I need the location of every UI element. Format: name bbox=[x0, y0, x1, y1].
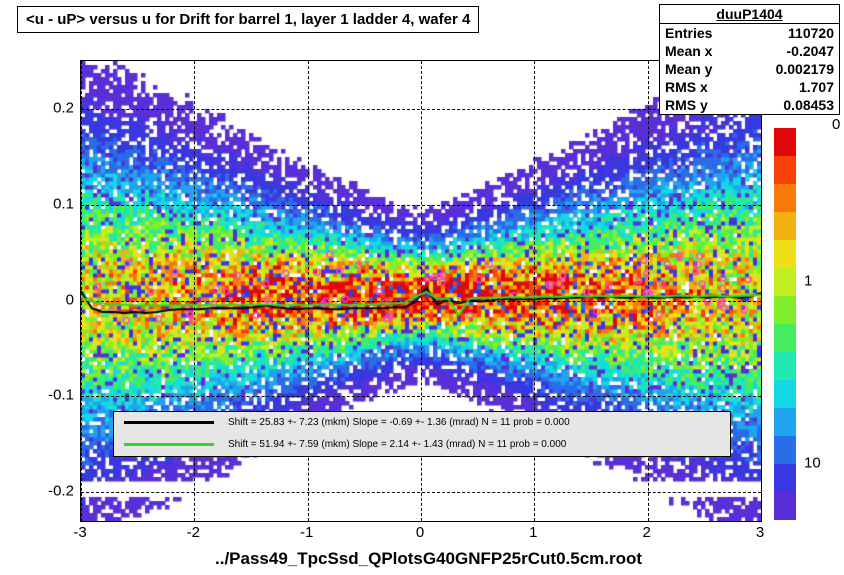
colorbar-segment bbox=[774, 128, 796, 156]
colorbar-segment bbox=[774, 324, 796, 352]
legend-text: Shift = 25.83 +- 7.23 (mkm) Slope = -0.6… bbox=[228, 417, 570, 428]
grid-hline bbox=[81, 492, 761, 493]
legend-line-swatch bbox=[124, 421, 214, 424]
colorbar-segment bbox=[774, 212, 796, 240]
stats-box: duuP1404 Entries110720Mean x-0.2047Mean … bbox=[659, 4, 840, 115]
colorbar-segment bbox=[774, 492, 796, 520]
colorbar-segment bbox=[774, 436, 796, 464]
x-tick-label: -1 bbox=[300, 524, 313, 541]
fit-legend: Shift = 25.83 +- 7.23 (mkm) Slope = -0.6… bbox=[113, 411, 731, 457]
plot-title: <u - uP> versus u for Drift for barrel 1… bbox=[17, 6, 479, 33]
z-tick-label: 1 bbox=[804, 272, 812, 289]
z-colorbar bbox=[774, 128, 796, 520]
x-tick-label: 0 bbox=[416, 524, 424, 541]
colorbar-segment bbox=[774, 464, 796, 492]
stats-row: Mean x-0.2047 bbox=[660, 42, 839, 60]
z-tick-label: 10 bbox=[804, 455, 821, 472]
colorbar-segment bbox=[774, 408, 796, 436]
y-tick-label: -0.1 bbox=[48, 387, 74, 404]
x-tick-label: -2 bbox=[187, 524, 200, 541]
grid-hline bbox=[81, 205, 761, 206]
y-tick-label: 0.1 bbox=[53, 195, 74, 212]
source-file-path: ../Pass49_TpcSsd_QPlotsG40GNFP25rCut0.5c… bbox=[215, 549, 642, 569]
plot-area: Shift = 25.83 +- 7.23 (mkm) Slope = -0.6… bbox=[80, 60, 762, 522]
colorbar-segment bbox=[774, 184, 796, 212]
y-tick-label: -0.2 bbox=[48, 483, 74, 500]
stats-name: duuP1404 bbox=[660, 5, 839, 24]
y-tick-label: 0.2 bbox=[53, 99, 74, 116]
grid-hline bbox=[81, 301, 761, 302]
legend-text: Shift = 51.94 +- 7.59 (mkm) Slope = 2.14… bbox=[228, 439, 566, 450]
legend-line-swatch bbox=[124, 443, 214, 446]
stats-row: RMS y0.08453 bbox=[660, 96, 839, 114]
legend-row: Shift = 51.94 +- 7.59 (mkm) Slope = 2.14… bbox=[114, 434, 730, 456]
grid-hline bbox=[81, 396, 761, 397]
x-tick-label: 2 bbox=[642, 524, 650, 541]
grid-vline bbox=[761, 61, 762, 521]
colorbar-segment bbox=[774, 380, 796, 408]
x-tick-label: -3 bbox=[73, 524, 86, 541]
x-tick-label: 3 bbox=[756, 524, 764, 541]
legend-row: Shift = 25.83 +- 7.23 (mkm) Slope = -0.6… bbox=[114, 412, 730, 434]
x-tick-label: 1 bbox=[529, 524, 537, 541]
colorbar-segment bbox=[774, 268, 796, 296]
colorbar-segment bbox=[774, 352, 796, 380]
stray-axis-digit: 0 bbox=[832, 116, 840, 133]
y-tick-label: 0 bbox=[66, 291, 74, 308]
colorbar-segment bbox=[774, 296, 796, 324]
stats-row: Entries110720 bbox=[660, 24, 839, 42]
stats-row: Mean y0.002179 bbox=[660, 60, 839, 78]
grid-vline bbox=[81, 61, 82, 521]
colorbar-segment bbox=[774, 156, 796, 184]
colorbar-segment bbox=[774, 240, 796, 268]
stats-row: RMS x1.707 bbox=[660, 78, 839, 96]
